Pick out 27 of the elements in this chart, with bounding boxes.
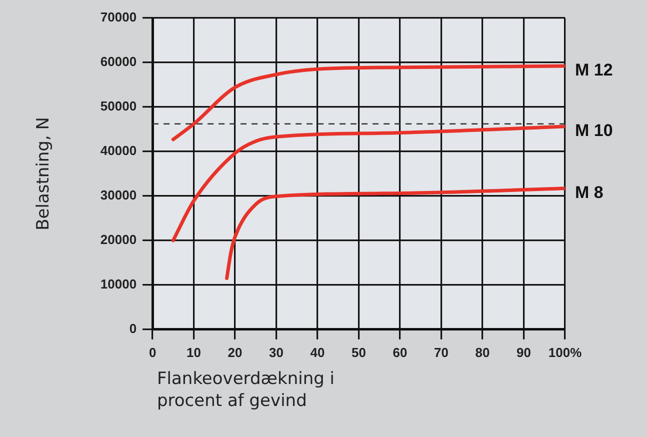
x-tick-label: 10 (186, 344, 202, 360)
y-axis-title: Belastning, N (34, 117, 54, 230)
x-tick-label: 0 (148, 344, 156, 360)
y-tick-label: 20000 (100, 232, 137, 248)
x-tick-label: 90 (516, 344, 531, 360)
y-tick-label: 10000 (100, 276, 137, 292)
y-tick-label: 70000 (100, 10, 137, 25)
y-tick-label: 0 (129, 320, 137, 336)
x-tick-label: 100% (548, 344, 582, 360)
x-tick-label: 30 (269, 344, 284, 360)
series-label: M 8 (575, 183, 604, 202)
y-tick-label: 60000 (100, 54, 137, 70)
x-tick-label: 80 (475, 344, 490, 360)
y-tick-label: 30000 (100, 188, 137, 203)
y-tick-label: 50000 (100, 98, 137, 114)
y-tick-label: 40000 (100, 143, 137, 158)
series-label: M 12 (575, 60, 613, 80)
x-tick-label: 20 (228, 344, 242, 360)
x-tick-label: 60 (392, 344, 408, 360)
series-label: M 10 (575, 121, 613, 140)
x-tick-label: 40 (310, 344, 325, 360)
line-series (225, 186, 565, 280)
x-axis-title: Flankeoverdækning i procent af gevind (157, 368, 336, 412)
line-series (171, 64, 565, 142)
x-tick-label: 50 (352, 344, 366, 360)
x-tick-label: 70 (434, 344, 448, 360)
line-series (171, 124, 565, 242)
